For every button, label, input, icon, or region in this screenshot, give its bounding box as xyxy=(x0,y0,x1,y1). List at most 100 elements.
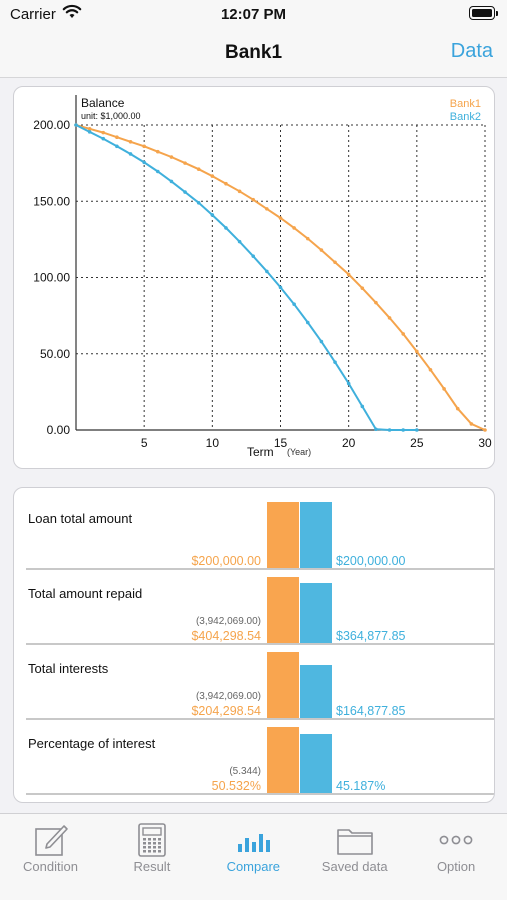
bank1-value: 50.532% xyxy=(211,779,261,793)
x-tick-label: 5 xyxy=(141,436,148,450)
data-point-bank1 xyxy=(169,155,174,159)
data-point-bank1 xyxy=(428,367,433,372)
data-point-bank1 xyxy=(183,161,187,165)
data-point-bank1 xyxy=(346,272,351,277)
data-point-bank2 xyxy=(142,160,146,165)
data-point-bank1 xyxy=(224,181,228,186)
tab-option[interactable]: Option xyxy=(406,814,507,900)
data-point-bank2 xyxy=(74,123,78,127)
compare-row: Percentage of interest 50.532% 45.187% (5.3… xyxy=(26,720,494,795)
data-point-bank1 xyxy=(128,139,133,144)
y-tick-label: 100.00 xyxy=(33,271,70,285)
tab-label: Result xyxy=(133,859,171,874)
tab-label: Saved data xyxy=(321,859,388,874)
data-point-bank2 xyxy=(415,428,419,432)
data-point-bank1 xyxy=(142,144,146,149)
data-point-bank2 xyxy=(401,428,406,432)
compare-row: Loan total amount $200,000.00 $200,000.00 xyxy=(26,495,494,570)
battery-icon xyxy=(469,6,498,20)
data-point-bank2 xyxy=(374,427,378,432)
carrier-label: Carrier xyxy=(10,6,56,23)
x-axis-unit: (Year) xyxy=(287,447,311,457)
data-point-bank1 xyxy=(319,248,324,252)
bank2-value: 45.187% xyxy=(336,779,386,793)
data-point-bank2 xyxy=(319,339,324,344)
x-tick-label: 25 xyxy=(410,436,424,450)
data-point-bank1 xyxy=(374,300,378,305)
compare-row-label: Total interests xyxy=(28,661,109,676)
data-point-bank1 xyxy=(196,167,201,172)
difference-value: (3,942,069.00) xyxy=(195,616,261,627)
data-point-bank2 xyxy=(183,190,187,194)
bank2-bar xyxy=(300,734,332,793)
compare-row: Total interests $204,298.54 $164,877.85 (3,… xyxy=(26,645,494,720)
bank1-bar xyxy=(267,727,299,793)
data-point-bank2 xyxy=(237,239,242,244)
data-point-bank2 xyxy=(128,152,133,156)
bank2-value: $164,877.85 xyxy=(336,704,406,718)
bank2-value: $200,000.00 xyxy=(336,554,406,568)
data-point-bank2 xyxy=(210,213,215,217)
data-point-bank1 xyxy=(455,406,460,411)
data-point-bank2 xyxy=(115,144,119,149)
wifi-icon xyxy=(62,4,82,18)
legend-bank1: Bank1 xyxy=(450,98,481,110)
x-tick-label: 30 xyxy=(478,436,492,450)
data-point-bank1 xyxy=(237,189,242,194)
data-point-bank1 xyxy=(115,135,119,139)
tab-condition[interactable]: Condition xyxy=(0,814,101,900)
chart-title: Balance xyxy=(81,96,125,110)
legend-bank2: Bank2 xyxy=(450,111,481,123)
tab-compare[interactable]: Compare xyxy=(203,814,304,900)
data-point-bank2 xyxy=(333,360,337,364)
data-point-bank1 xyxy=(156,149,160,154)
bank2-bar xyxy=(300,502,332,568)
bank1-bar xyxy=(267,502,299,568)
data-point-bank1 xyxy=(469,422,474,426)
data-point-bank2 xyxy=(251,254,256,258)
data-point-bank2 xyxy=(196,200,201,205)
status-bar: Carrier 12:07 PM xyxy=(0,0,507,30)
x-tick-label: 15 xyxy=(274,436,288,450)
data-point-bank1 xyxy=(251,197,256,202)
bank1-bar xyxy=(267,577,299,643)
data-point-bank1 xyxy=(360,286,365,290)
bank2-value: $364,877.85 xyxy=(336,629,406,643)
tab-result[interactable]: Result xyxy=(101,814,202,900)
balance-chart: 0.00 50.00 100.00 150.00 200.00 5 10 15 20 25 30 Ba… xyxy=(33,95,492,459)
compare-row: Total amount repaid $404,298.54 $364,877.8… xyxy=(26,570,494,645)
data-point-bank2 xyxy=(87,130,92,134)
data-point-bank2 xyxy=(387,428,392,432)
data-point-bank1 xyxy=(305,236,310,241)
bank1-bar xyxy=(267,652,299,718)
data-point-bank2 xyxy=(278,285,283,290)
compare-row-label: Percentage of interest xyxy=(28,736,156,751)
tab-saved-data[interactable]: Saved data xyxy=(304,814,405,900)
bank1-value: $200,000.00 xyxy=(191,554,261,568)
data-button[interactable]: Data xyxy=(450,40,493,62)
y-tick-label: 50.00 xyxy=(40,347,70,361)
comparison-card: Loan total amount $200,000.00 $200,000.00 T… xyxy=(13,487,495,803)
calculator-icon xyxy=(134,822,170,863)
data-point-bank1 xyxy=(278,216,283,220)
data-point-bank1 xyxy=(387,316,392,320)
difference-value: (5.344) xyxy=(229,766,261,777)
data-point-bank1 xyxy=(292,226,296,230)
data-point-bank2 xyxy=(305,320,310,325)
clock: 12:07 PM xyxy=(220,6,287,23)
tab-bar: Condition Result Compare Saved data Option xyxy=(0,813,507,900)
balance-chart-card: 0.00 50.00 100.00 150.00 200.00 5 10 15 20 25 30 Ba… xyxy=(13,86,495,469)
y-tick-label: 200.00 xyxy=(33,118,70,132)
tab-label: Condition xyxy=(23,859,78,874)
difference-value: (3,942,069.00) xyxy=(195,691,261,702)
x-axis-label: Term xyxy=(247,445,274,459)
data-point-bank2 xyxy=(360,404,365,409)
data-point-bank1 xyxy=(265,207,269,211)
folder-icon xyxy=(336,822,374,863)
navigation-bar: Bank1 Data xyxy=(0,30,507,78)
data-point-bank1 xyxy=(210,174,215,178)
y-tick-label: 0.00 xyxy=(47,423,71,437)
page-title: Bank1 xyxy=(224,42,283,63)
data-point-bank1 xyxy=(415,349,419,354)
bank2-bar xyxy=(300,665,332,718)
